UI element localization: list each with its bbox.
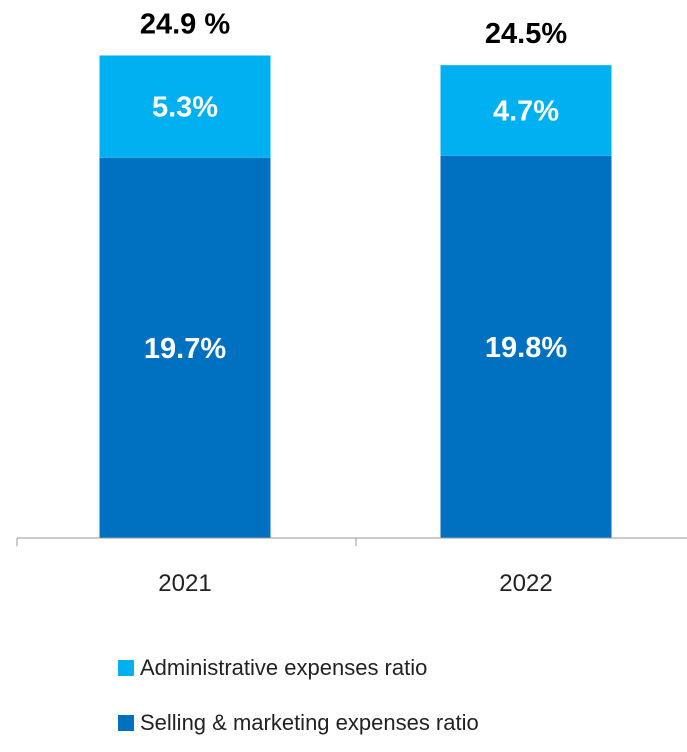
data-label-selling-marketing-2021: 19.7%: [144, 333, 226, 365]
legend-item-administrative: Administrative expenses ratio: [118, 655, 427, 681]
bar-administrative-2021: [99, 55, 271, 158]
x-tick-label-2021: 2021: [158, 570, 211, 597]
x-tick-label-2022: 2022: [499, 570, 552, 597]
legend-swatch-administrative: [118, 660, 134, 676]
bar-selling-marketing-2021: [99, 157, 271, 539]
data-label-selling-marketing-2022: 19.8%: [485, 332, 567, 364]
total-label-2022: 24.5%: [485, 18, 567, 50]
legend-item-selling-marketing: Selling & marketing expenses ratio: [118, 710, 479, 736]
total-label-2021: 24.9 %: [140, 9, 230, 41]
data-label-administrative-2022: 4.7%: [493, 96, 559, 128]
bar-selling-marketing-2022: [440, 155, 612, 539]
data-label-administrative-2021: 5.3%: [152, 92, 218, 124]
bar-administrative-2022: [440, 65, 612, 156]
legend-label-administrative: Administrative expenses ratio: [140, 655, 428, 680]
legend-label-selling-marketing: Selling & marketing expenses ratio: [140, 710, 479, 735]
legend-swatch-selling-marketing: [118, 715, 134, 731]
stacked-bar-chart: 19.7% 5.3% 24.9 % 2021 19.8% 4.7% 24.5% 2022: [16, 9, 687, 597]
